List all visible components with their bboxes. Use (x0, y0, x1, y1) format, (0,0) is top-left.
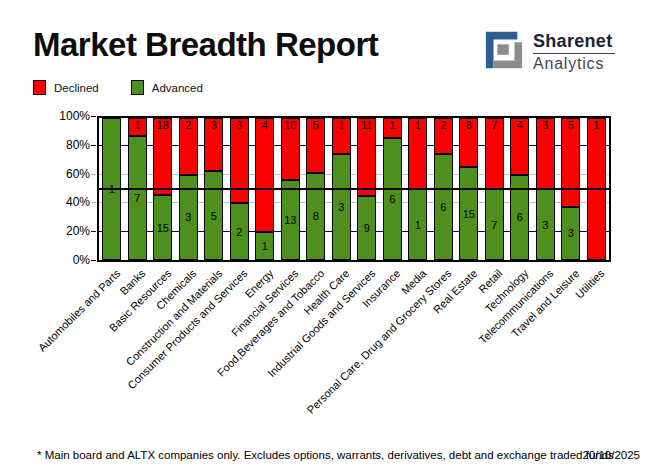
declined-count: 10 (277, 120, 304, 131)
declined-count: 11 (353, 120, 380, 131)
advanced-count: 1 (404, 220, 431, 231)
declined-count: 5 (557, 120, 584, 131)
y-tick-label-80: 80% (38, 139, 90, 151)
advanced-count: 6 (430, 202, 457, 213)
advanced-count: 13 (277, 215, 304, 226)
y-tick-label-40: 40% (38, 196, 90, 208)
y-tick-mark (91, 174, 96, 175)
gridline-80 (99, 145, 609, 146)
fifty-percent-line (99, 188, 609, 190)
declined-count: 18 (149, 120, 176, 131)
plot-inner: 1171815233532411013581311916112681577463… (99, 118, 609, 260)
y-tick-mark (91, 260, 96, 261)
declined-count: 7 (481, 120, 508, 131)
advanced-count: 3 (557, 228, 584, 239)
report-date: 20/10/2025 (582, 449, 640, 461)
advanced-count: 7 (481, 220, 508, 231)
advanced-count: 6 (379, 194, 406, 205)
logo-wordmark: Sharenet Analytics (533, 32, 615, 73)
y-tick-label-0: 0% (38, 254, 90, 266)
gridline-60 (99, 174, 609, 175)
y-tick-mark (91, 116, 96, 117)
advanced-count: 7 (124, 193, 151, 204)
declined-count: 2 (175, 120, 202, 131)
advanced-count: 8 (302, 211, 329, 222)
y-tick-label-100: 100% (38, 110, 90, 122)
advanced-count: 6 (506, 212, 533, 223)
declined-count: 1 (124, 120, 151, 131)
plot-area: 1171815233532411013581311916112681577463… (97, 116, 611, 262)
market-breadth-report: Market Breadth Report Sharenet Analytics… (0, 0, 655, 470)
y-tick-mark (91, 202, 96, 203)
declined-count: 3 (200, 120, 227, 131)
legend-item-advanced: Advanced (131, 80, 203, 95)
advanced-count: 15 (455, 209, 482, 220)
legend-label-declined: Declined (54, 82, 99, 94)
declined-count: 8 (455, 120, 482, 131)
legend-label-advanced: Advanced (152, 82, 203, 94)
sharenet-logo-icon (483, 28, 525, 76)
advanced-count: 3 (532, 220, 559, 231)
logo-line1: Sharenet (533, 32, 612, 51)
declined-count: 5 (302, 120, 329, 131)
sharenet-logo: Sharenet Analytics (483, 28, 615, 76)
declined-swatch (33, 80, 46, 95)
logo-line2: Analytics (533, 56, 604, 73)
advanced-swatch (131, 80, 144, 95)
y-tick-label-60: 60% (38, 168, 90, 180)
declined-count: 2 (430, 120, 457, 131)
declined-count: 1 (328, 120, 355, 131)
page-title: Market Breadth Report (33, 26, 378, 64)
declined-count: 1 (583, 120, 610, 131)
y-tick-mark (91, 145, 96, 146)
advanced-count: 3 (328, 202, 355, 213)
advanced-count: 5 (200, 211, 227, 222)
declined-segment (255, 118, 274, 232)
declined-count: 1 (379, 120, 406, 131)
chart-legend: Declined Advanced (33, 80, 203, 95)
advanced-count: 2 (226, 227, 253, 238)
declined-count: 4 (506, 120, 533, 131)
declined-count: 4 (251, 120, 278, 131)
logo-divider (533, 53, 615, 54)
declined-count: 3 (226, 120, 253, 131)
declined-segment (561, 118, 580, 207)
declined-count: 3 (532, 120, 559, 131)
y-tick-mark (91, 231, 96, 232)
advanced-count: 9 (353, 223, 380, 234)
advanced-count: 1 (251, 241, 278, 252)
legend-item-declined: Declined (33, 80, 99, 95)
advanced-count: 3 (175, 212, 202, 223)
y-tick-label-20: 20% (38, 225, 90, 237)
declined-count: 1 (404, 120, 431, 131)
advanced-count: 15 (149, 223, 176, 234)
footnote: * Main board and ALTX companies only. Ex… (37, 449, 614, 461)
